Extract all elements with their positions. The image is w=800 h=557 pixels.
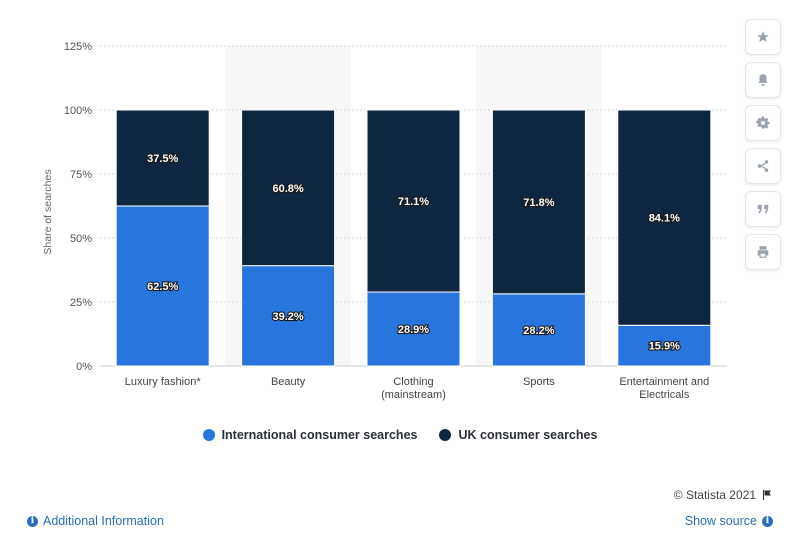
tool-sidebar [745, 19, 781, 277]
favorite-button[interactable] [745, 19, 781, 55]
bar-segment [115, 109, 210, 207]
star-icon [757, 31, 769, 43]
bar-segment [366, 109, 461, 293]
x-tick-label: Electricals [639, 389, 690, 401]
bar-segment [115, 205, 210, 367]
legend-label-uk: UK consumer searches [458, 428, 598, 442]
print-icon [757, 246, 769, 258]
flag-icon [763, 490, 771, 500]
bar-segment [491, 293, 586, 367]
chart-legend: International consumer searches UK consu… [0, 428, 800, 442]
x-tick-label: Sports [523, 376, 555, 388]
info-icon: i [27, 515, 38, 527]
x-tick-label: (mainstream) [381, 389, 446, 401]
gear-icon [756, 116, 770, 129]
show-source-link[interactable]: Show source i [685, 514, 773, 528]
bell-icon [758, 74, 768, 86]
y-tick-label: 75% [70, 169, 92, 181]
data-label: 39.2% [272, 311, 303, 323]
y-axis-label: Share of searches [42, 169, 54, 254]
y-tick-label: 0% [76, 361, 92, 373]
print-button[interactable] [745, 234, 781, 270]
quote-icon [757, 204, 769, 214]
bar-segment [617, 324, 712, 367]
x-tick-label: Clothing [393, 376, 433, 388]
additional-information-label: Additional Information [43, 514, 164, 528]
y-tick-label: 25% [70, 297, 92, 309]
x-tick-label: Entertainment and [619, 376, 709, 388]
data-label: 37.5% [147, 153, 178, 165]
y-tick-label: 125% [64, 41, 92, 53]
additional-information-link[interactable]: i Additional Information [27, 514, 164, 528]
bar-segment [241, 109, 336, 267]
data-label: 60.8% [272, 183, 303, 195]
bar-segment [366, 291, 461, 367]
credit-text: © Statista 2021 [673, 488, 756, 502]
data-label: 15.9% [649, 341, 680, 353]
data-label: 28.9% [398, 324, 429, 336]
settings-button[interactable] [745, 105, 781, 141]
bar-segment [491, 109, 586, 295]
info-icon: i [762, 515, 773, 527]
data-label: 62.5% [147, 281, 178, 293]
data-label: 28.2% [523, 325, 554, 337]
show-source-label: Show source [684, 514, 757, 528]
notification-button[interactable] [745, 62, 781, 98]
statista-credit[interactable]: © Statista 2021 [674, 488, 773, 502]
legend-item-uk[interactable]: UK consumer searches [439, 428, 597, 442]
legend-item-international[interactable]: International consumer searches [202, 428, 418, 442]
bar-segment [617, 109, 712, 326]
y-tick-label: 50% [70, 233, 92, 245]
data-label: 71.1% [398, 196, 429, 208]
legend-dot-international [202, 429, 215, 441]
x-tick-label: Luxury fashion* [125, 376, 202, 388]
legend-dot-uk [439, 429, 452, 441]
y-tick-label: 100% [64, 105, 92, 117]
share-button[interactable] [745, 148, 781, 184]
cite-button[interactable] [745, 191, 781, 227]
data-label: 84.1% [649, 213, 680, 225]
share-icon [757, 160, 769, 172]
x-tick-label: Beauty [271, 376, 306, 388]
legend-label-international: International consumer searches [221, 428, 418, 442]
data-label: 71.8% [523, 197, 554, 209]
